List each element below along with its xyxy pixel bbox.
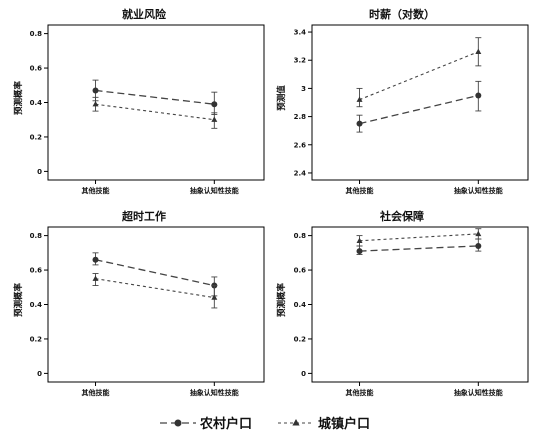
x-tick-label: 其他技能 [82,186,110,195]
series-line-urban [95,278,215,299]
y-tick-label: 0.8 [30,30,43,38]
series-line-rural [359,245,479,252]
x-tick-label: 抽象认知性技能 [454,186,503,195]
y-tick-label: 0.6 [294,267,307,275]
legend: 农村户口 城镇户口 [160,416,370,432]
panel-title-1: 就业风险 [122,7,167,21]
legend-label-rural: 农村户口 [199,416,252,432]
legend-label-urban: 城镇户口 [318,416,370,432]
data-point-urban [475,48,482,54]
y-axis-title-1: 预测概率 [13,81,24,116]
plot-frame-2 [311,24,529,181]
series-line-rural [95,259,215,287]
data-point-rural [211,101,218,108]
y-tick-label: 0 [301,370,306,378]
y-tick-label: 0.4 [30,99,43,107]
legend-marker-rural [174,419,182,427]
x-tick-label: 抽象认知性技能 [190,186,239,195]
y-tick-label: 0.6 [30,267,43,275]
y-tick-label: 2.6 [294,141,307,149]
series-line-rural [95,89,215,105]
series-line-urban [359,51,479,101]
data-point-rural [475,92,482,99]
panel-marks-1: 0 0.2 0.4 0.6 0.8 其他技能 抽象认知性技能 [30,30,239,195]
y-axis-title-4: 预测概率 [276,283,287,318]
x-tick-label: 其他技能 [346,186,374,195]
y-tick-label: 0 [37,370,42,378]
y-tick-label: 3 [301,85,306,93]
y-tick-label: 0.8 [30,232,43,240]
panel-title-2: 时薪（对数） [369,7,435,21]
panel-title-4: 社会保障 [379,209,424,223]
y-axis-title-3: 预测概率 [13,283,24,318]
y-tick-label: 0.4 [30,301,43,309]
data-point-rural [92,87,99,94]
legend-item-rural: 农村户口 [160,416,252,432]
y-tick-label: 0.6 [30,65,43,73]
data-point-urban [356,237,363,243]
legend-item-urban: 城镇户口 [278,416,370,432]
y-tick-label: 0.2 [294,335,307,343]
y-tick-label: 0.2 [30,133,43,141]
plot-frame-4 [311,226,529,383]
y-tick-label: 0 [37,168,42,176]
data-point-rural [475,242,482,249]
y-tick-label: 0.2 [30,335,43,343]
series-line-rural [359,94,479,125]
y-tick-label: 0.4 [294,301,307,309]
x-tick-label: 其他技能 [82,388,110,397]
legend-marker-urban [292,419,300,426]
panel-marks-3: 0 0.2 0.4 0.6 0.8 其他技能 抽象认知性技能 [30,232,239,397]
y-tick-label: 3.4 [294,29,307,37]
data-point-rural [356,248,363,255]
x-tick-label: 其他技能 [346,388,374,397]
series-line-urban [95,103,215,121]
panel-title-3: 超时工作 [121,209,166,223]
y-axis-title-2: 预测值 [276,85,287,111]
y-tick-label: 0.8 [294,232,307,240]
y-tick-label: 3.2 [294,57,307,65]
data-point-urban [211,294,218,300]
plot-frame-3 [47,226,265,383]
data-point-rural [356,120,363,127]
data-point-urban [92,275,99,281]
x-tick-label: 抽象认知性技能 [454,388,503,397]
data-point-rural [92,256,99,263]
series-line-urban [359,233,479,242]
data-point-urban [475,230,482,237]
panel-marks-4: 0 0.2 0.4 0.6 0.8 其他技能 抽象认知性技能 [294,228,503,397]
data-point-urban [92,101,99,107]
y-tick-label: 2.8 [294,113,307,121]
plot-frame-1 [47,24,265,181]
data-point-urban [356,96,363,102]
panel-marks-2: 2.4 2.6 2.8 3 3.2 3.4 其他技能 抽象认知性技能 [294,29,503,195]
data-point-urban [211,116,218,122]
y-tick-label: 2.4 [294,169,307,177]
x-tick-label: 抽象认知性技能 [190,388,239,397]
